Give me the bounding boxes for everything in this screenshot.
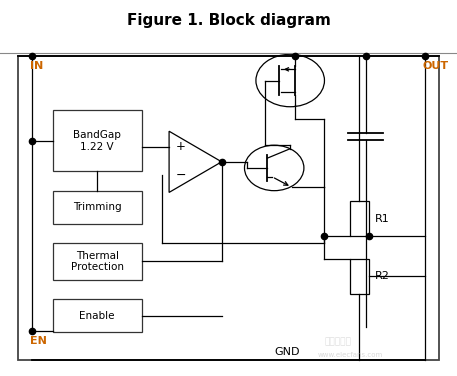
Bar — [53, 243, 142, 280]
Bar — [53, 110, 142, 171]
Text: EN: EN — [30, 336, 47, 346]
Bar — [18, 56, 439, 360]
Text: +: + — [175, 140, 186, 153]
Bar — [350, 259, 369, 294]
Text: R2: R2 — [375, 271, 390, 281]
Text: Thermal
Protection: Thermal Protection — [71, 251, 123, 272]
Text: www.elecfans.com: www.elecfans.com — [318, 352, 383, 358]
Text: OUT: OUT — [423, 61, 449, 71]
Text: Enable: Enable — [80, 311, 115, 321]
Text: BandGap
1.22 V: BandGap 1.22 V — [73, 130, 121, 152]
Text: Trimming: Trimming — [73, 202, 122, 212]
Bar — [53, 299, 142, 332]
Bar — [53, 191, 142, 224]
Text: 电子发烧友: 电子发烧友 — [324, 338, 351, 347]
Text: IN: IN — [30, 61, 43, 71]
Text: Figure 1. Block diagram: Figure 1. Block diagram — [127, 13, 330, 28]
Bar — [350, 201, 369, 236]
Text: −: − — [175, 169, 186, 182]
Text: R1: R1 — [375, 214, 389, 224]
Text: GND: GND — [274, 347, 300, 357]
